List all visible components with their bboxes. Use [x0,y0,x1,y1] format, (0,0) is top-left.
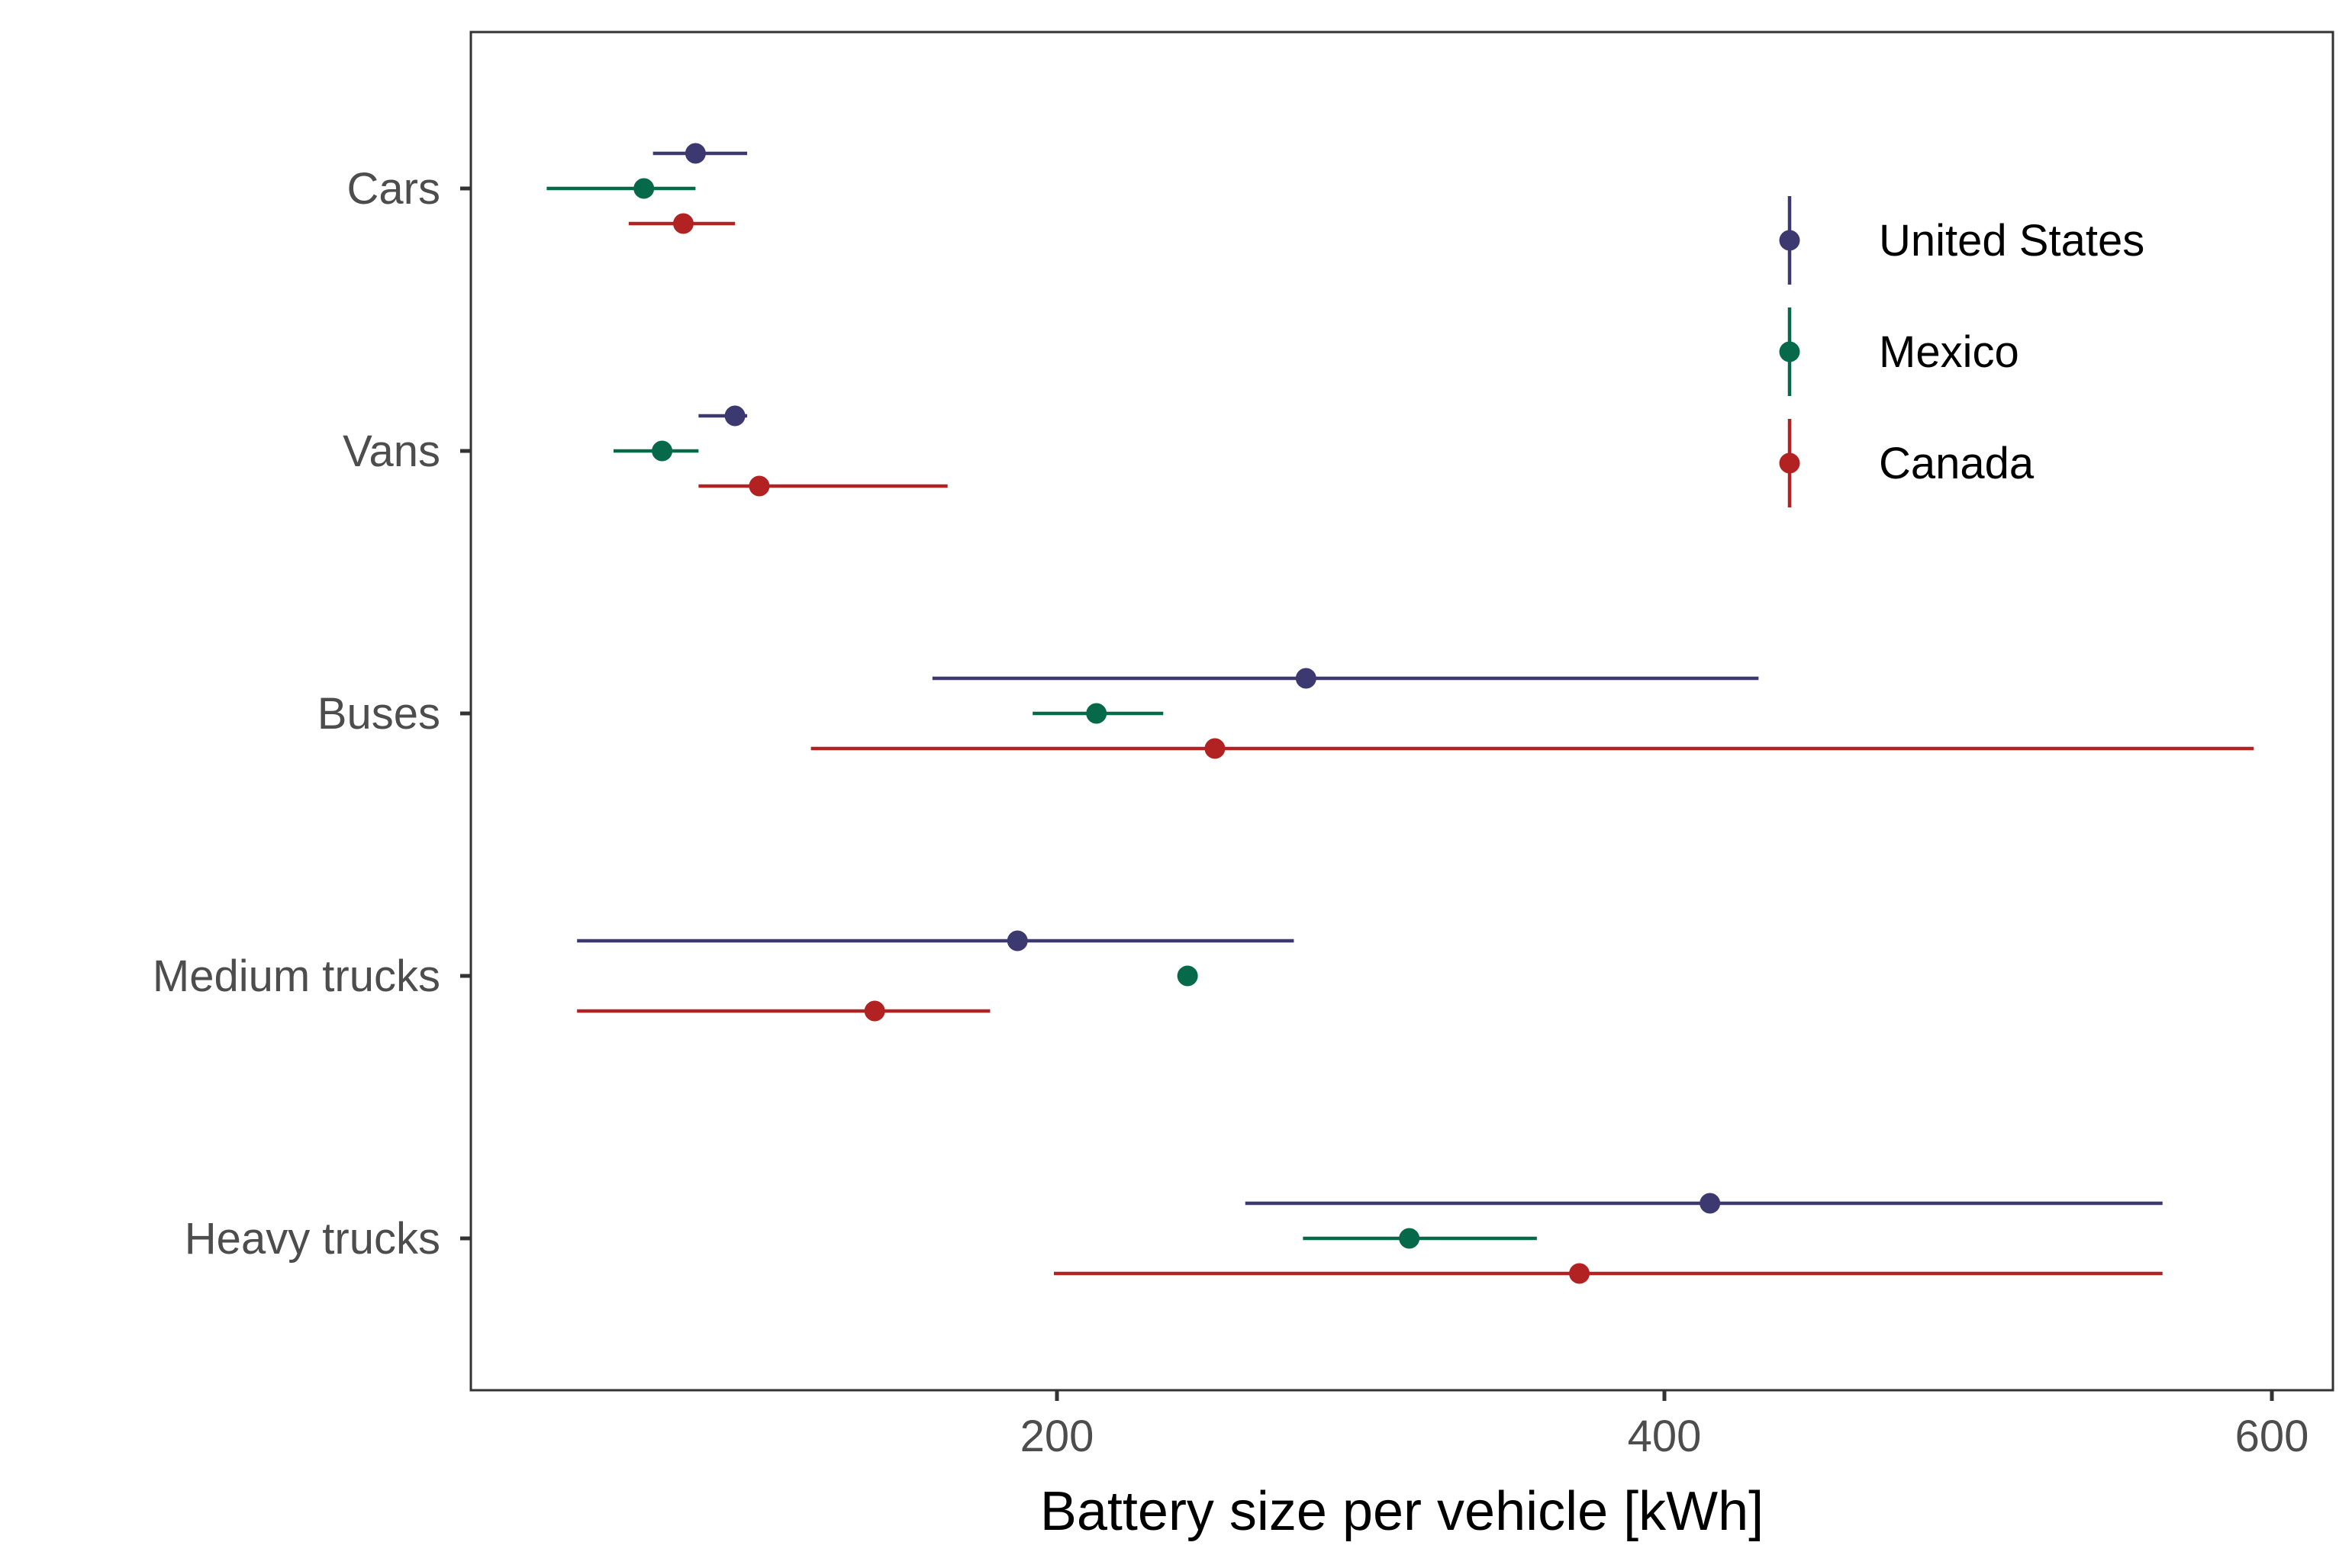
series-mexico [546,178,1537,1249]
legend-label: Canada [1879,439,2035,488]
y-tick-label: Cars [347,164,440,214]
x-axis: 200 400 600 [1020,1390,2309,1461]
legend-item: Canada [1779,419,2035,507]
plot-panel-border [469,31,2334,1392]
data-point [685,143,706,164]
legend: United States Mexico Canada [1779,196,2144,507]
data-point [1007,930,1028,951]
y-tick-label: Buses [317,689,440,739]
x-tick-label: 600 [2235,1412,2309,1461]
data-point [652,440,673,462]
data-point [1204,738,1226,759]
legend-label: United States [1879,216,2144,266]
data-point [1086,703,1107,724]
legend-key-point [1779,452,1800,474]
data-point [1569,1263,1590,1284]
data-point [1700,1193,1721,1214]
legend-key-point [1779,341,1800,362]
y-tick-label: Vans [343,427,440,476]
data-point [1295,668,1316,689]
data-point [749,475,770,497]
legend-item: Mexico [1779,307,2019,396]
x-axis-title: Battery size per vehicle [kWh] [1040,1481,1764,1542]
series-united-states [577,143,2163,1214]
legend-label: Mexico [1879,327,2019,377]
data-point [633,178,655,199]
data-point [724,405,746,427]
data-point [1177,965,1198,987]
data-point [864,1000,885,1022]
series-canada [577,213,2254,1284]
x-tick-label: 400 [1628,1412,1702,1461]
data-point [1399,1228,1420,1249]
series-layer [546,143,2254,1284]
data-point [672,213,694,234]
y-axis: Cars Vans Buses Medium trucks Heavy trucks [153,164,471,1264]
legend-item: United States [1779,196,2144,285]
y-tick-label: Heavy trucks [185,1214,440,1264]
x-tick-label: 200 [1020,1412,1094,1461]
legend-key-point [1779,230,1800,251]
y-tick-label: Medium trucks [153,951,440,1001]
